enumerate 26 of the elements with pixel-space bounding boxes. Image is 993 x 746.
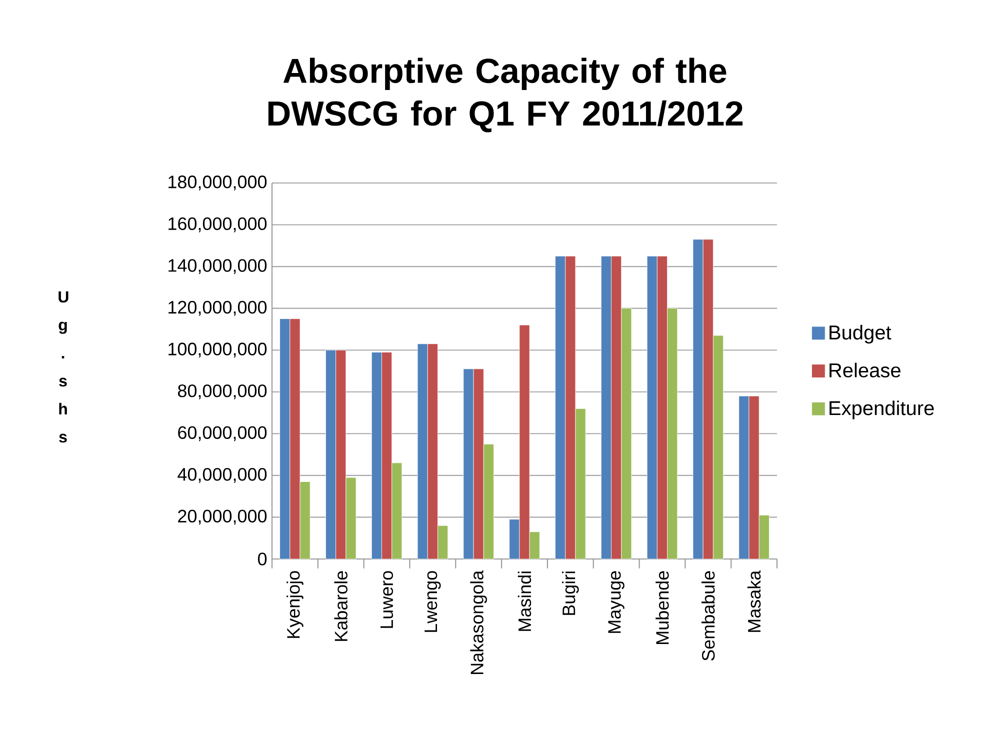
- x-tick-label: Nakasongola: [470, 570, 487, 674]
- text: Ug. shs: [58, 291, 68, 443]
- x-tick-label: Luwero: [380, 571, 394, 628]
- x-tick-label: Masindi: [518, 572, 532, 631]
- y-tick-label: 160,000,000: [168, 217, 267, 232]
- x-tick-label: Kyenjojo: [286, 571, 304, 638]
- x-tick-label: Mubende: [656, 571, 669, 644]
- y-tick-label: 20,000,000: [178, 510, 267, 525]
- y-tick-label: 120,000,000: [168, 300, 267, 316]
- chart-title: Absorptive Capacity of the DWSCG for Q1 FY 2011/2012: [268, 58, 743, 132]
- x-tick-label: Kabarole: [334, 571, 348, 641]
- y-tick-label: 40,000,000: [178, 468, 267, 483]
- y-tick-label: 60,000,000: [178, 426, 267, 442]
- legend-label: Budget: [830, 324, 892, 344]
- y-tick-label: 140,000,000: [168, 259, 267, 274]
- x-tick-label: Masaka: [747, 570, 761, 632]
- y-tick-label: 0: [258, 552, 267, 566]
- x-tick-label: Sembabule: [702, 571, 715, 661]
- y-tick-label: 80,000,000: [178, 384, 267, 400]
- x-tick-label: Mayuge: [608, 571, 624, 633]
- y-tick-label: 180,000,000: [168, 176, 267, 190]
- legend-label: Release: [830, 362, 900, 378]
- x-tick-label: Bugiri: [562, 572, 579, 615]
- legend-label: Expenditure: [830, 400, 934, 420]
- x-tick-label: Lwengo: [424, 571, 441, 632]
- y-tick-label: 100,000,000: [168, 342, 267, 358]
